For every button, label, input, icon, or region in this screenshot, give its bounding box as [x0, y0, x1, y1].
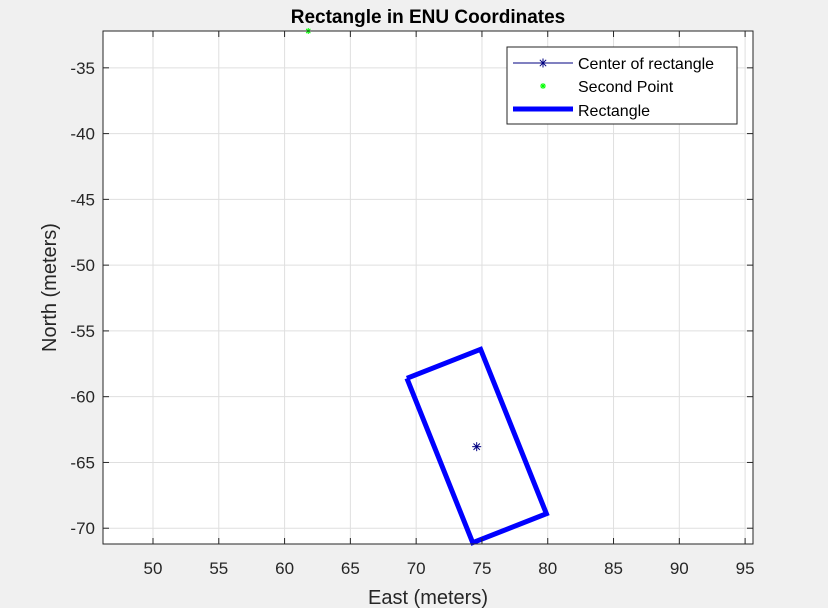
x-tick-label: 65 [341, 559, 360, 578]
x-tick-label: 95 [736, 559, 755, 578]
x-tick-label: 80 [538, 559, 557, 578]
x-tick-label: 70 [407, 559, 426, 578]
x-tick-label: 55 [209, 559, 228, 578]
tick-labels: 50 55 60 65 70 75 80 85 90 95 -35 -40 -45 -50 -55 -60 -6… [70, 59, 754, 578]
legend: Center of rectangle Second Point Rectang… [506, 46, 738, 125]
legend-second-asterisk-icon [540, 83, 546, 89]
y-tick-label: -60 [70, 388, 95, 407]
center-of-rectangle-marker [472, 442, 482, 452]
chart-title: Rectangle in ENU Coordinates [291, 7, 566, 28]
x-tick-label: 60 [275, 559, 294, 578]
legend-marker-center [538, 58, 548, 68]
y-tick-label: -50 [70, 256, 95, 275]
y-tick-label: -45 [70, 190, 95, 209]
y-axis-label: North (meters) [39, 223, 61, 352]
legend-entry-center: Center of rectangle [578, 56, 714, 73]
x-axis-label: East (meters) [368, 587, 488, 608]
legend-center-asterisk-icon [538, 58, 548, 68]
legend-entry-second: Second Point [578, 79, 674, 96]
y-tick-label: -35 [70, 59, 95, 78]
x-tick-label: 75 [472, 559, 491, 578]
x-tick-label: 90 [670, 559, 689, 578]
y-tick-label: -65 [70, 453, 95, 472]
x-tick-label: 50 [144, 559, 163, 578]
ticks [103, 31, 753, 544]
axes-box [102, 30, 754, 545]
legend-entry-rectangle: Rectangle [578, 103, 650, 120]
y-tick-label: -55 [70, 322, 95, 341]
y-tick-label: -70 [70, 519, 95, 538]
legend-marker-second [540, 83, 546, 89]
rectangle-series-line [404, 346, 550, 546]
x-tick-label: 85 [604, 559, 623, 578]
y-tick-label: -40 [70, 125, 95, 144]
